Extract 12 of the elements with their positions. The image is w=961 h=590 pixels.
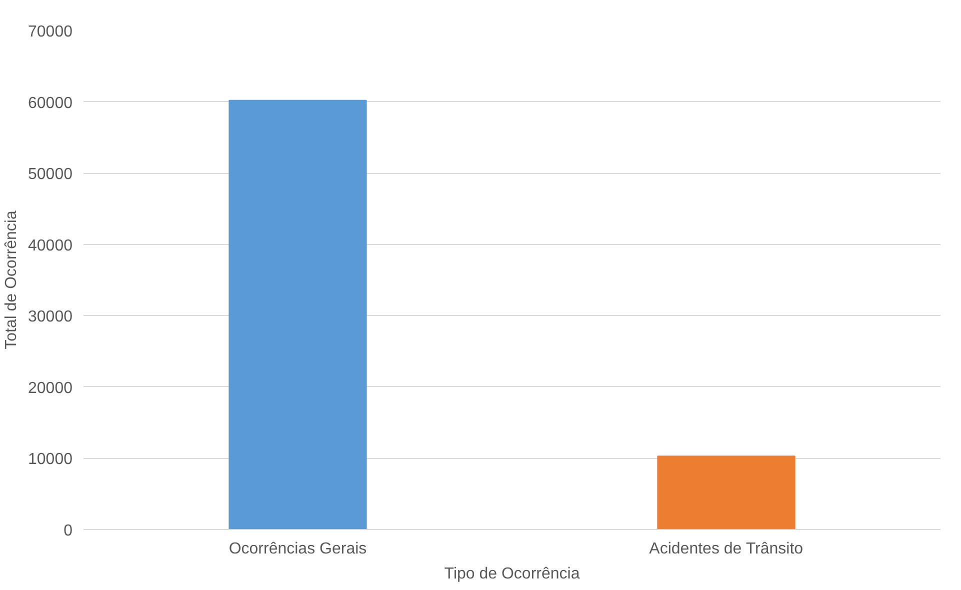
y-tick-label: 20000	[28, 380, 73, 397]
y-tick-label: 40000	[28, 237, 73, 254]
y-axis-title: Total de Ocorrência	[3, 210, 20, 350]
x-axis-title: Tipo de Ocorrência	[444, 566, 580, 582]
y-tick-label: 50000	[28, 166, 73, 184]
y-tick-label: 70000	[28, 24, 73, 40]
y-tick-label: 10000	[28, 451, 73, 468]
y-tick-label: 30000	[28, 308, 73, 326]
x-tick-label: Ocorrências Gerais	[228, 540, 367, 558]
y-tick-label: 60000	[28, 94, 73, 112]
x-tick-label: Acidentes de Trânsito	[649, 540, 804, 558]
y-tick-label: 0	[64, 522, 73, 540]
